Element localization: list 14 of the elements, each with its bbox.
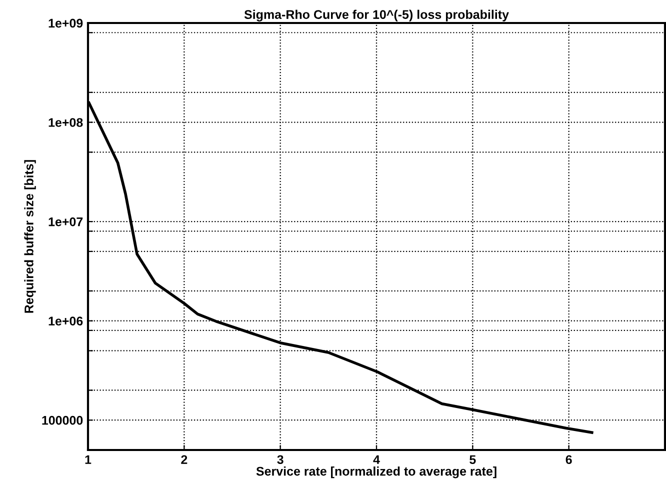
y-axis-title: Required buffer size [bits] (24, 160, 36, 313)
x-tick-label: 4 (373, 455, 380, 464)
x-tick-label: 3 (277, 455, 284, 464)
x-tick-label: 2 (181, 455, 188, 464)
y-tick-label: 1e+08 (48, 118, 83, 127)
x-axis-title: Service rate [normalized to average rate] (256, 466, 496, 478)
y-tick-label: 1e+09 (48, 18, 83, 28)
x-tick-label: 6 (566, 455, 572, 464)
y-tick-label: 1e+07 (48, 217, 83, 226)
x-tick-label: 1 (85, 455, 92, 464)
x-tick-label: 5 (470, 455, 476, 464)
chart-title: Sigma-Rho Curve for 10^(-5) loss probability (244, 10, 509, 22)
y-tick-label: 100000 (42, 416, 83, 425)
y-tick-label: 1e+06 (48, 316, 83, 326)
